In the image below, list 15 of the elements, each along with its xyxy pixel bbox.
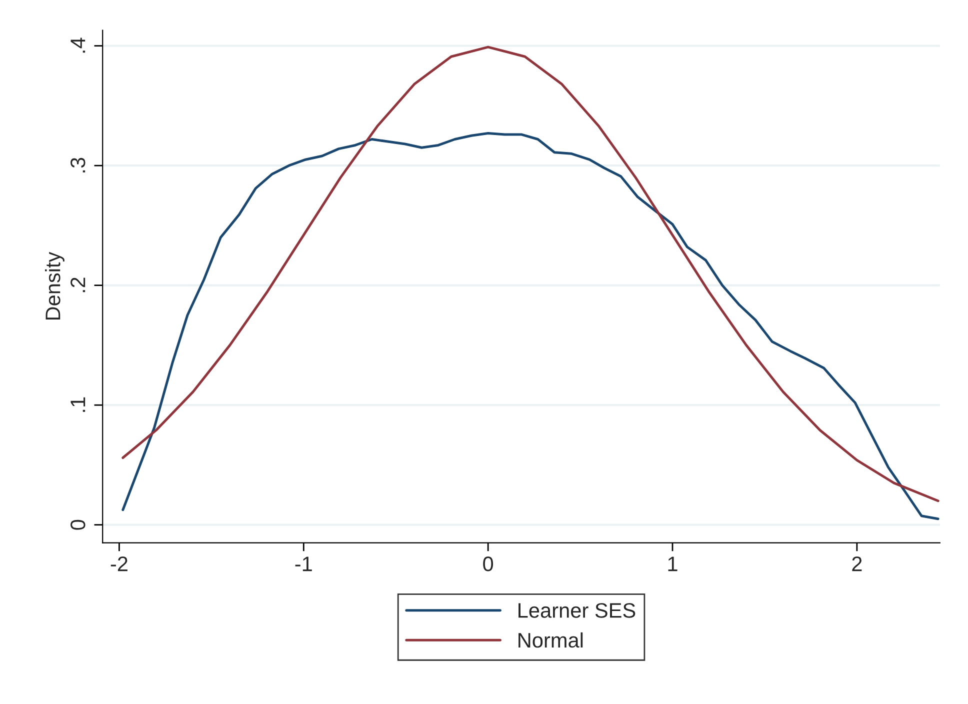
x-tick-label: 1 [668,556,678,572]
line-series [122,132,940,520]
y-tick-label: .3 [70,158,86,172]
y-tick-label: .1 [70,397,86,412]
legend-label: Normal [518,632,583,648]
x-tick-label: 0 [483,556,494,572]
legend-label: Learner SES [518,603,636,618]
y-axis-title: Density [45,252,64,320]
y-tick-label: 0 [70,520,86,530]
line-series [122,46,940,502]
x-tick-label: -2 [110,556,128,572]
x-tick-label: -1 [295,556,312,572]
y-tick-label: .4 [70,38,86,53]
y-tick-label: .2 [70,278,86,292]
x-tick-label: 2 [852,556,862,572]
